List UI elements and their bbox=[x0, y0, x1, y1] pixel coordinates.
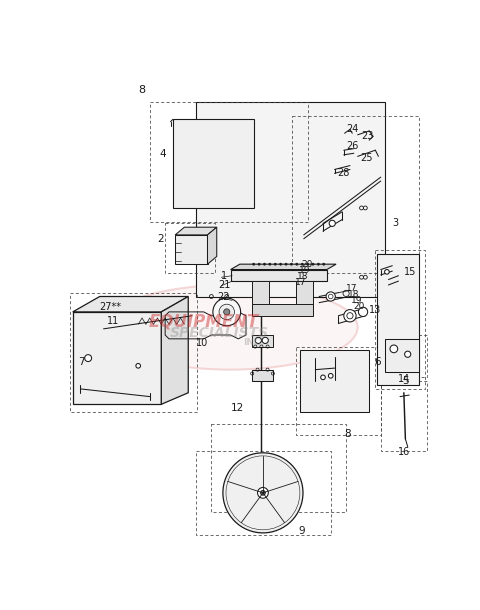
Circle shape bbox=[223, 453, 303, 533]
Circle shape bbox=[323, 263, 325, 265]
Text: 15: 15 bbox=[404, 267, 416, 277]
Bar bbox=[292, 115, 419, 273]
Polygon shape bbox=[252, 335, 273, 346]
Bar bbox=[150, 102, 308, 222]
Circle shape bbox=[296, 263, 298, 265]
Text: 18: 18 bbox=[297, 272, 308, 281]
Circle shape bbox=[274, 263, 276, 265]
Circle shape bbox=[255, 337, 262, 343]
Circle shape bbox=[290, 263, 293, 265]
Polygon shape bbox=[300, 350, 369, 412]
Polygon shape bbox=[207, 227, 217, 264]
Polygon shape bbox=[230, 270, 327, 281]
Circle shape bbox=[264, 263, 265, 265]
Circle shape bbox=[224, 309, 230, 315]
Text: 28: 28 bbox=[337, 168, 349, 178]
Text: 20: 20 bbox=[353, 302, 364, 311]
Circle shape bbox=[262, 337, 268, 343]
Circle shape bbox=[258, 487, 268, 498]
Text: 11: 11 bbox=[108, 316, 120, 326]
Circle shape bbox=[252, 263, 255, 265]
Text: 16: 16 bbox=[398, 447, 410, 457]
Text: 8: 8 bbox=[345, 429, 351, 439]
Bar bbox=[375, 250, 425, 389]
Polygon shape bbox=[252, 370, 273, 381]
Circle shape bbox=[219, 304, 234, 320]
Polygon shape bbox=[230, 264, 336, 270]
Circle shape bbox=[326, 292, 336, 301]
Circle shape bbox=[321, 375, 325, 379]
Circle shape bbox=[306, 263, 309, 265]
Polygon shape bbox=[161, 296, 188, 404]
Polygon shape bbox=[173, 120, 254, 208]
Bar bbox=[71, 293, 197, 412]
Circle shape bbox=[329, 220, 336, 226]
Text: 26: 26 bbox=[346, 142, 359, 151]
Bar bbox=[211, 423, 346, 512]
Text: 17: 17 bbox=[295, 278, 306, 287]
Text: 20: 20 bbox=[301, 260, 313, 268]
Text: 2: 2 bbox=[157, 234, 164, 244]
Polygon shape bbox=[175, 227, 217, 235]
Polygon shape bbox=[73, 312, 161, 404]
Text: 19: 19 bbox=[299, 266, 311, 275]
Polygon shape bbox=[296, 281, 313, 312]
Circle shape bbox=[344, 310, 356, 322]
Bar bbox=[381, 381, 427, 451]
Circle shape bbox=[261, 490, 265, 495]
Polygon shape bbox=[196, 102, 384, 296]
Text: 9: 9 bbox=[299, 526, 305, 536]
Text: 10: 10 bbox=[196, 338, 208, 348]
Text: 14: 14 bbox=[398, 374, 410, 384]
Circle shape bbox=[279, 263, 282, 265]
Text: 5: 5 bbox=[402, 376, 408, 386]
Text: 3: 3 bbox=[392, 218, 398, 228]
Polygon shape bbox=[252, 304, 313, 316]
Text: 1: 1 bbox=[221, 271, 227, 281]
Text: 21: 21 bbox=[218, 280, 231, 290]
Text: 12: 12 bbox=[230, 403, 244, 413]
Polygon shape bbox=[377, 254, 419, 385]
Ellipse shape bbox=[104, 285, 358, 370]
Bar bbox=[165, 223, 215, 273]
Circle shape bbox=[285, 263, 287, 265]
Text: INC.: INC. bbox=[243, 338, 264, 347]
Text: 8: 8 bbox=[138, 85, 145, 95]
Text: 17: 17 bbox=[346, 284, 358, 293]
Bar bbox=[381, 335, 427, 378]
Text: 4: 4 bbox=[160, 149, 167, 159]
Polygon shape bbox=[252, 281, 269, 312]
Text: SPECIALISTS: SPECIALISTS bbox=[169, 326, 269, 340]
Circle shape bbox=[136, 364, 141, 368]
Circle shape bbox=[384, 270, 389, 274]
Polygon shape bbox=[384, 339, 419, 372]
Circle shape bbox=[84, 354, 92, 362]
Text: 19: 19 bbox=[351, 296, 362, 305]
Text: EQUIPMENT: EQUIPMENT bbox=[148, 312, 259, 330]
Text: 22: 22 bbox=[217, 292, 230, 301]
Text: 18: 18 bbox=[348, 290, 360, 299]
Text: 13: 13 bbox=[369, 306, 382, 315]
Circle shape bbox=[390, 345, 398, 353]
Text: 25: 25 bbox=[360, 153, 372, 163]
Text: 23: 23 bbox=[361, 131, 374, 142]
Circle shape bbox=[317, 263, 320, 265]
Bar bbox=[196, 451, 331, 535]
Text: 24: 24 bbox=[346, 124, 359, 134]
Text: 6: 6 bbox=[374, 357, 381, 367]
Circle shape bbox=[328, 373, 333, 378]
Circle shape bbox=[269, 263, 271, 265]
Text: 27**: 27** bbox=[100, 301, 122, 312]
Polygon shape bbox=[175, 235, 207, 264]
Bar bbox=[296, 346, 381, 435]
Circle shape bbox=[213, 298, 240, 326]
Text: 7: 7 bbox=[78, 357, 85, 367]
Circle shape bbox=[312, 263, 314, 265]
Circle shape bbox=[359, 307, 368, 317]
Polygon shape bbox=[73, 296, 188, 312]
Circle shape bbox=[405, 351, 411, 357]
Circle shape bbox=[301, 263, 303, 265]
Circle shape bbox=[258, 263, 260, 265]
